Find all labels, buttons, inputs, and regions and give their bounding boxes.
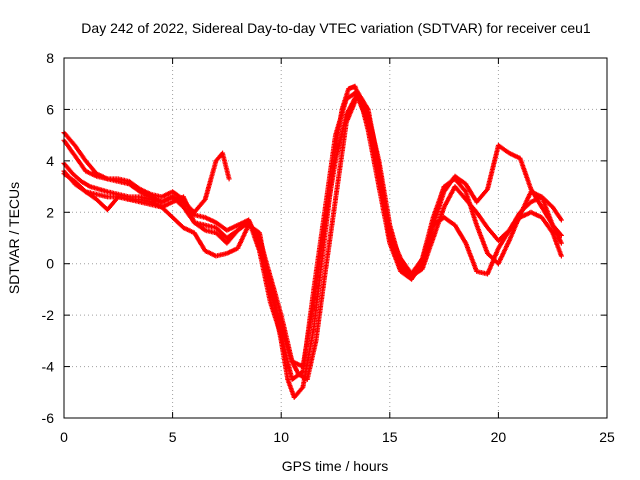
y-tick-label: -4 [42,359,55,375]
axis-ticks [63,57,608,419]
x-tick-label: 0 [60,429,68,445]
x-tick-label: 20 [491,429,507,445]
x-tick-labels: 0 5 10 15 20 25 [60,429,615,445]
y-tick-label: 6 [46,101,54,117]
data-marks [61,83,564,400]
x-tick-label: 5 [169,429,177,445]
x-axis-label: GPS time / hours [282,458,389,474]
y-tick-label: -6 [42,410,55,426]
y-tick-label: 0 [46,256,54,272]
plot-frame [63,57,608,419]
y-tick-label: 8 [46,50,54,66]
y-axis-label: SDTVAR / TECUs [6,182,22,294]
x-tick-label: 25 [599,429,615,445]
y-tick-labels: -6 -4 -2 0 2 4 6 8 [42,50,55,426]
y-tick-label: 4 [46,153,54,169]
y-tick-label: 2 [46,204,54,220]
chart-title: Day 242 of 2022, Sidereal Day-to-day VTE… [81,20,591,36]
x-tick-label: 10 [273,429,289,445]
grid-lines [64,58,607,418]
y-tick-label: -2 [42,307,55,323]
x-tick-label: 15 [382,429,398,445]
